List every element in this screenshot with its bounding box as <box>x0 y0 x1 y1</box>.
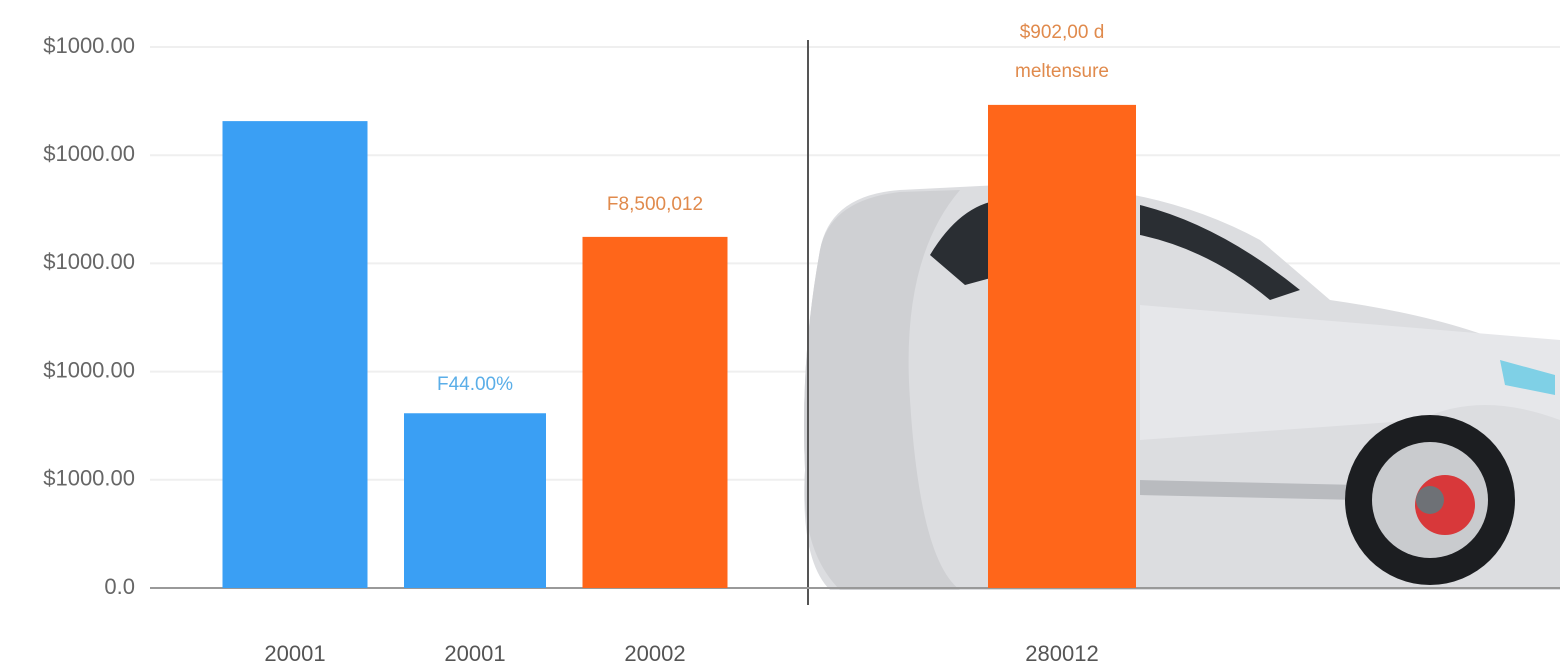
bar <box>404 413 546 588</box>
car-rear <box>804 190 960 590</box>
annotation: meltensure <box>1015 61 1109 82</box>
x-tick-label: 280012 <box>1025 641 1098 666</box>
y-tick-label: $1000.00 <box>43 249 135 274</box>
y-tick-label: $1000.00 <box>43 466 135 491</box>
x-tick-label: 20002 <box>624 641 685 666</box>
bar <box>988 104 1136 589</box>
y-tick-label: $1000.00 <box>43 141 135 166</box>
x-tick-label: 20001 <box>444 641 505 666</box>
annotation: $902,00 d <box>1020 22 1105 43</box>
car-window <box>1140 205 1300 300</box>
bar <box>222 121 368 588</box>
annotation: F8,500,012 <box>607 194 703 215</box>
y-tick-label: $1000.00 <box>43 357 135 382</box>
x-tick-label: 20001 <box>264 641 325 666</box>
car-headlight <box>1500 360 1555 395</box>
y-tick-label: 0.0 <box>104 574 135 599</box>
annotation: F44.00% <box>437 374 513 395</box>
car-hub <box>1416 486 1444 514</box>
car-door <box>1140 305 1560 440</box>
bar <box>582 236 728 589</box>
car-trim <box>1140 480 1360 500</box>
y-tick-label: $1000.00 <box>43 33 135 58</box>
car-illustration <box>804 184 1560 590</box>
